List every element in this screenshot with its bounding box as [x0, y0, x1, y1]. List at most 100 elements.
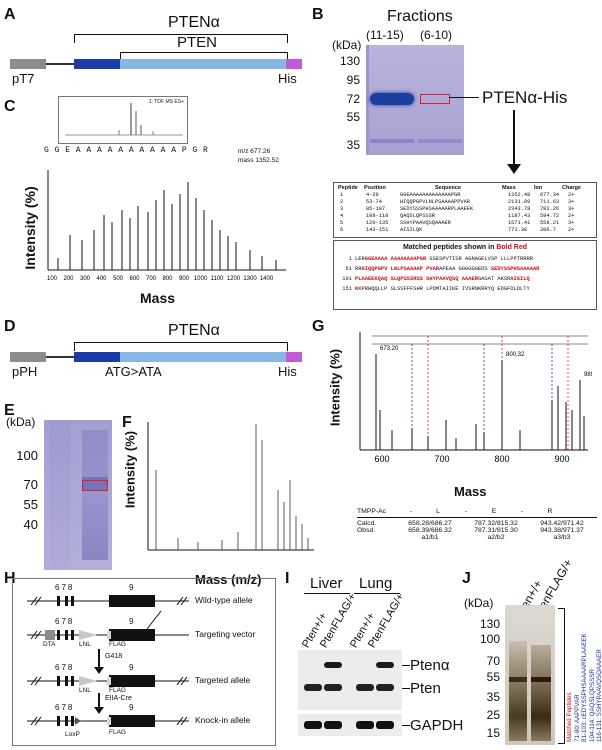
c-xtick-label: 900 [179, 276, 190, 282]
pt7-block [10, 59, 46, 69]
peptide-cell: 3+ [568, 199, 575, 205]
g-xtick-label: 900 [554, 454, 569, 464]
inset-spectrum [65, 103, 183, 136]
e-marker-lane [50, 420, 70, 570]
c-xtick-label: 600 [129, 276, 140, 282]
g-hdr-5: - [520, 508, 524, 515]
matched-title: Matched peptides shown in Bold Red [334, 244, 596, 251]
c-xtick-label: 1000 [194, 276, 208, 282]
c-xtick-label: 100 [47, 276, 58, 282]
h-ta-exon-6: 6 [55, 663, 62, 672]
peptide-cell: 4-20 [366, 192, 379, 198]
peptide-cell: 2131.89 [508, 199, 531, 205]
band-pten-lane4 [376, 684, 394, 691]
j-lane-1-smear [509, 641, 527, 741]
g-hdr-4: E [491, 508, 497, 515]
c-xtick-label: 400 [96, 276, 107, 282]
peptide-cell: 386.7 [540, 227, 556, 233]
peptide-cell: 120-135 [366, 220, 389, 226]
h-exon9-ki: 9 [129, 703, 134, 712]
sequence-red1: GGEAAAA AAAAAAAAPGR [364, 256, 427, 262]
peptide-table-row: 1 4-20 GGEAAAAAAAAAAAAAPGR 1352.48 677.34 2+ [334, 192, 596, 199]
peptide-cell: 5 [340, 220, 344, 226]
h-exon-8: 8 [67, 583, 75, 592]
pph-label: pPH [12, 364, 38, 379]
lung-underline [354, 593, 400, 594]
dta-label: DTA [43, 641, 56, 648]
sequence-line: 151 KKPRHQQLLP SLSSFFFSHR LPDMTAIIKE IVSR… [338, 284, 596, 294]
g-calcd-row: Calcd. 658.28/686.27 787.32/815.32 943.4… [357, 520, 597, 527]
j-matched-peptide: 104-114: QAQSLQPSSSR [588, 669, 596, 742]
faint-band-1 [370, 139, 414, 143]
matched-sequence-box: Matched peptides shown in Bold Red 1 LERG… [333, 240, 597, 310]
c-xtick-label: 300 [80, 276, 91, 282]
knockin-allele-graphic [27, 715, 189, 727]
flag-label-ki: FLAG [109, 729, 126, 736]
peptide-cell: 1671.41 [508, 220, 531, 226]
c-xtick-label: 1300 [243, 276, 257, 282]
c-xtick-label: 200 [63, 276, 74, 282]
mass-value: mass 1352.52 [238, 157, 279, 164]
g-calcd-3: 943.42/971.42 [540, 520, 584, 527]
band-gapdh-lane1 [304, 721, 322, 729]
flag-label-ta: FLAG [109, 687, 126, 694]
h-exon-tv: 678 [55, 617, 74, 626]
wildtype-allele-graphic [27, 595, 189, 607]
peptide-cell: 2+ [568, 192, 575, 198]
marker-72: 72 [346, 92, 360, 106]
j-marker-130: 130 [479, 617, 500, 631]
c-spectrum: 100 200 300 400 500 600 700 800 900 1000 1100 1200 1… [47, 170, 286, 282]
gel-j [505, 605, 555, 745]
j-lane-2-smear [531, 645, 551, 741]
peptide-cell: 771.38 [508, 227, 528, 233]
sequence-red1: PLAAEEKQAQ SLQPSSSRSS SHYPAAVQSQ AAAER [355, 276, 478, 282]
peptide-cell: 1187.43 [508, 213, 531, 219]
h-ki-exon-8: 8 [67, 703, 75, 712]
j-marker-70: 70 [486, 654, 500, 668]
faint-band-2 [418, 139, 462, 143]
inset-text: 1: TOF MS ES+ [148, 99, 184, 105]
pten-label: PTEN [177, 34, 218, 51]
row-targeted-label: Targeted allele [195, 675, 251, 685]
peptide-cell: 2+ [568, 213, 575, 219]
panel-letter-h: H [4, 570, 16, 587]
sequence-lines: 1 LERGGEAAAA AAAAAAAAPGR GSESPVTISR AGNAG… [334, 254, 596, 294]
hdr-ion: Ion [534, 185, 543, 191]
g-obsd-row: Obsd. 658.39/686.32 787.31/815.30 943.38… [357, 527, 597, 534]
h-exon9-wt: 9 [129, 583, 134, 592]
line-segment [46, 63, 74, 65]
cre-label: EIIA-Cre [105, 695, 132, 702]
sequence-plain2: APEAA GGGGGGEDS [439, 266, 491, 272]
lnl-label-tv: LNL [79, 641, 91, 648]
peptide-cell: 558.21 [540, 220, 560, 226]
h-exon-ki: 678 [55, 703, 74, 712]
g-obsd-1: 658.39/686.32 [408, 527, 452, 534]
ptena-his-label: PTENα-His [482, 88, 568, 107]
matched-title-highlight: Bold Red [496, 244, 528, 251]
row-targeting-label: Targeting vector [195, 629, 256, 639]
c-xtick-label: 1400 [260, 276, 274, 282]
g-table-header: TMPP-Ac - L - E - R [357, 508, 597, 515]
allele-diagram [27, 595, 189, 727]
f-ylabel: Intensity (%) [122, 430, 138, 509]
g-xtick-label: 800 [494, 454, 509, 464]
sequence-plain2: GASAT AKSR [477, 276, 511, 282]
d-ptena-bracket [74, 342, 288, 351]
red-box-b [420, 94, 450, 104]
peptide-cell: 143-151 [366, 227, 389, 233]
d-ptena-label: PTENα [168, 322, 220, 339]
peptide-cell: 1 [340, 192, 344, 198]
band-pointer-line [449, 97, 479, 98]
marker-35: 35 [346, 138, 360, 152]
band-label-gapdh: GAPDH [410, 717, 464, 734]
atg-ata-label: ATG>ATA [105, 364, 162, 379]
band-ptena-lane4 [376, 662, 394, 668]
j-matched-title: Matched Peptides [566, 692, 573, 742]
hdr-position: Position [364, 185, 386, 191]
g-calcd-2: 787.32/815.32 [474, 520, 518, 527]
panel-c-inset: 1: TOF MS ES+ [58, 96, 188, 144]
j-matched-peptide: 116-131: SSHYPAAVQSQAAAER [596, 649, 602, 742]
hdr-peptide: Peptide [338, 185, 358, 191]
g-peak-label: 800.32 [506, 352, 525, 358]
sequence-line: 101 PLAAEEKQAQ SLQPSSSRSS SHYPAAVQSQ AAAE… [338, 274, 596, 284]
